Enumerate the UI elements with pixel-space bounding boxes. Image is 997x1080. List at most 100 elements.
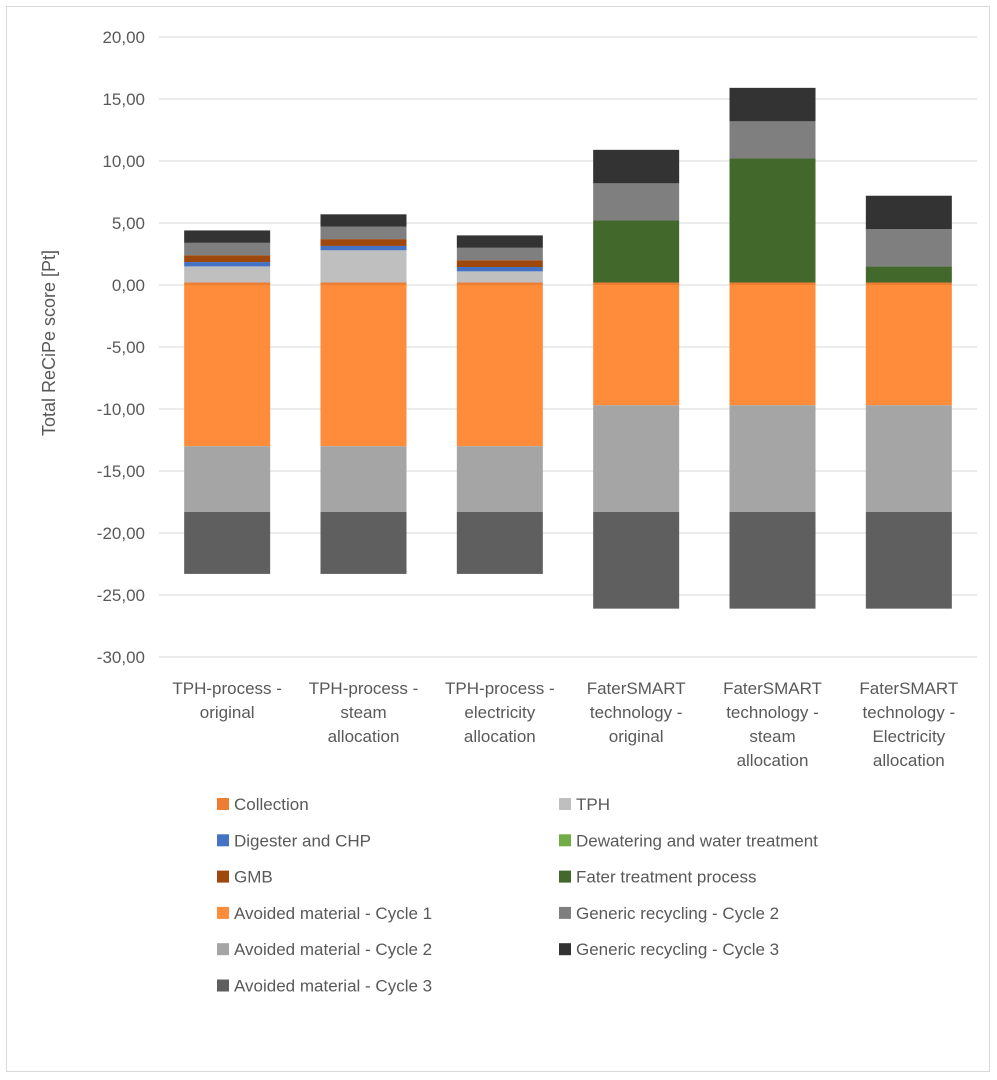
legend-swatch: [559, 870, 571, 883]
bar-segment: [865, 405, 952, 512]
y-tick-label: -25,00: [97, 586, 145, 605]
legend-label: Dewatering and water treatment: [576, 831, 818, 850]
gridlines: [159, 36, 977, 658]
legend-swatch: [559, 906, 571, 919]
y-tick-label: -20,00: [97, 524, 145, 543]
x-tick-label: steam: [749, 727, 795, 746]
stacked-bar-chart: 20,00 15,00 10,00 5,00 0,00 -5,00 -10,00 -15,00…: [39, 28, 977, 996]
bar-segment: [456, 271, 543, 283]
x-tick-label: FaterSMART: [587, 679, 686, 698]
legend-label: Digester and CHP: [234, 831, 371, 850]
bar-segment: [729, 405, 816, 512]
y-tick-label: 0,00: [112, 276, 145, 295]
bar-segment: [865, 511, 952, 609]
x-tick-label: technology -: [726, 703, 819, 722]
y-tick-label: -10,00: [97, 400, 145, 419]
bar-segment: [865, 285, 952, 406]
legend-label: Collection: [234, 795, 309, 814]
bar-segment: [729, 282, 816, 285]
bar-segment: [320, 511, 407, 574]
bar-segment: [729, 511, 816, 609]
x-tick-label: TPH-process -: [445, 679, 555, 698]
bar-segment: [320, 250, 407, 283]
bar-segment: [593, 511, 680, 609]
x-tick-label: electricity: [464, 703, 535, 722]
y-tick-label: 15,00: [102, 90, 145, 109]
bar-segment: [593, 183, 680, 221]
x-tick-label: TPH-process -: [172, 679, 282, 698]
y-tick-label: -30,00: [97, 648, 145, 667]
y-axis-ticks: 20,00 15,00 10,00 5,00 0,00 -5,00 -10,00 -15,00…: [97, 28, 145, 667]
bar-segment: [320, 214, 407, 227]
legend-label: TPH: [576, 795, 610, 814]
x-tick-label: steam: [340, 703, 386, 722]
x-tick-label: FaterSMART: [859, 679, 958, 698]
bar-segment: [593, 282, 680, 285]
bar-segment: [456, 282, 543, 285]
bar-segment: [184, 282, 271, 285]
legend-swatch: [559, 834, 571, 847]
x-tick-label: original: [200, 703, 255, 722]
bar-segment: [320, 226, 407, 240]
y-tick-label: -15,00: [97, 462, 145, 481]
legend-label: Avoided material - Cycle 2: [234, 940, 432, 959]
bar-segment: [184, 255, 271, 263]
legend-swatch: [559, 798, 571, 810]
bar-segment: [729, 87, 816, 122]
bar-segment: [593, 405, 680, 512]
x-tick-label: allocation: [464, 727, 536, 746]
chart-frame: 20,00 15,00 10,00 5,00 0,00 -5,00 -10,00 -15,00…: [6, 6, 990, 1072]
bar-segment: [729, 158, 816, 283]
bar-segment: [184, 285, 271, 447]
bar-segment: [865, 266, 952, 283]
x-tick-label: FaterSMART: [723, 679, 822, 698]
bar-segment: [593, 220, 680, 283]
bar-segment: [320, 282, 407, 285]
bar-segment: [593, 149, 680, 184]
x-tick-label: original: [609, 727, 664, 746]
bar-segment: [865, 229, 952, 267]
legend-label: Generic recycling - Cycle 3: [576, 940, 779, 959]
bar-segment: [184, 266, 271, 283]
bar-segment: [456, 235, 543, 248]
legend-label: Avoided material - Cycle 3: [234, 977, 432, 996]
x-tick-label: allocation: [328, 727, 400, 746]
bar-segment: [320, 239, 407, 246]
bars: [184, 87, 952, 609]
bar-segment: [865, 195, 952, 230]
x-tick-label: Electricity: [872, 727, 945, 746]
x-tick-label: allocation: [873, 751, 945, 770]
legend-label: Fater treatment process: [576, 868, 756, 887]
legend-label: Generic recycling - Cycle 2: [576, 904, 779, 923]
legend-swatch: [559, 943, 571, 956]
y-tick-label: 20,00: [102, 28, 145, 47]
x-tick-label: technology -: [590, 703, 683, 722]
legend-swatch: [217, 834, 229, 847]
legend-swatch: [217, 906, 229, 919]
bar-segment: [729, 121, 816, 159]
bar-segment: [456, 285, 543, 447]
bar-segment: [184, 262, 271, 267]
bar-segment: [456, 446, 543, 512]
legend-swatch: [217, 943, 229, 956]
legend-label: GMB: [234, 868, 273, 887]
bar-segment: [184, 446, 271, 512]
bar-segment: [456, 267, 543, 272]
x-tick-label: technology -: [863, 703, 956, 722]
bar-segment: [320, 446, 407, 512]
bar-segment: [456, 260, 543, 268]
bar-segment: [456, 511, 543, 574]
bar-segment: [456, 247, 543, 261]
legend-swatch: [217, 798, 229, 810]
bar-segment: [729, 285, 816, 406]
bar-segment: [320, 285, 407, 447]
bar-segment: [320, 245, 407, 251]
bar-segment: [184, 242, 271, 256]
y-tick-label: -5,00: [106, 338, 145, 357]
x-tick-label: allocation: [737, 751, 809, 770]
x-axis-labels: TPH-process - original TPH-process - steam a…: [172, 679, 958, 770]
x-tick-label: TPH-process -: [309, 679, 419, 698]
legend-swatch: [217, 870, 229, 883]
legend-swatch: [217, 979, 229, 992]
y-tick-label: 10,00: [102, 152, 145, 171]
